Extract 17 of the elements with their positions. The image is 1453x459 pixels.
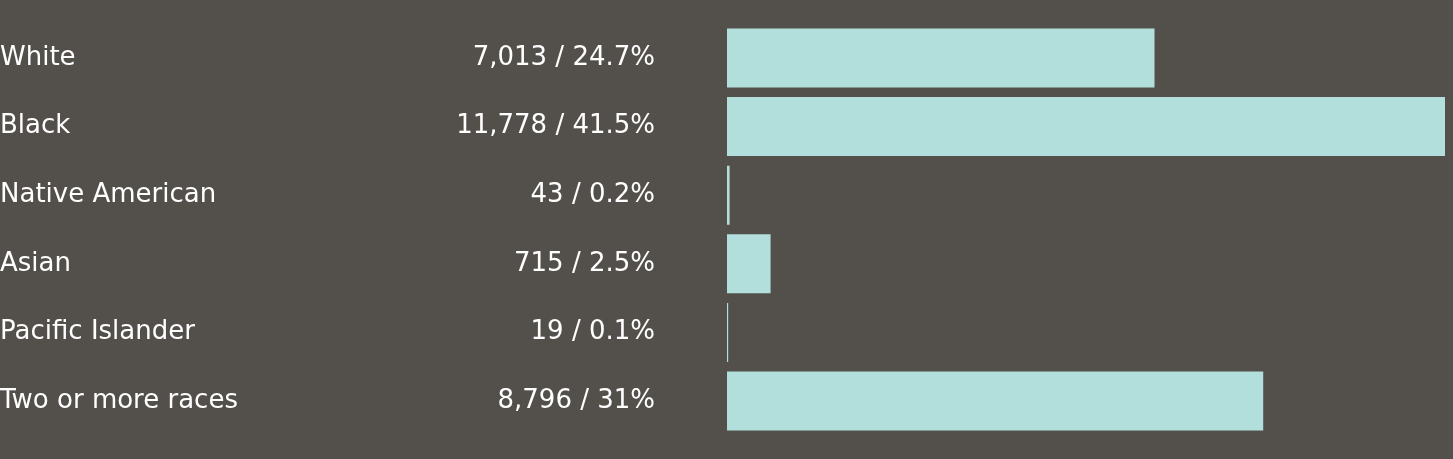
- bar: [727, 165, 730, 225]
- data-label: 43 / 0.2%: [530, 177, 655, 208]
- bar: [727, 28, 1155, 88]
- data-label: 8,796 / 31%: [497, 383, 655, 414]
- y-tick-label: Black: [0, 109, 71, 140]
- y-tick-label: Asian: [0, 246, 71, 277]
- data-label: 7,013 / 24.7%: [472, 40, 655, 71]
- y-tick-label: Pacific Islander: [0, 315, 196, 346]
- y-tick-label: White: [0, 40, 76, 71]
- bar: [727, 234, 771, 294]
- bar: [727, 371, 1264, 431]
- y-tick-label: Native American: [0, 177, 217, 208]
- bar: [727, 97, 1445, 157]
- data-label: 11,778 / 41.5%: [456, 109, 655, 140]
- data-label: 715 / 2.5%: [514, 246, 655, 277]
- data-label: 19 / 0.1%: [530, 315, 655, 346]
- y-tick-label: Two or more races: [0, 383, 238, 414]
